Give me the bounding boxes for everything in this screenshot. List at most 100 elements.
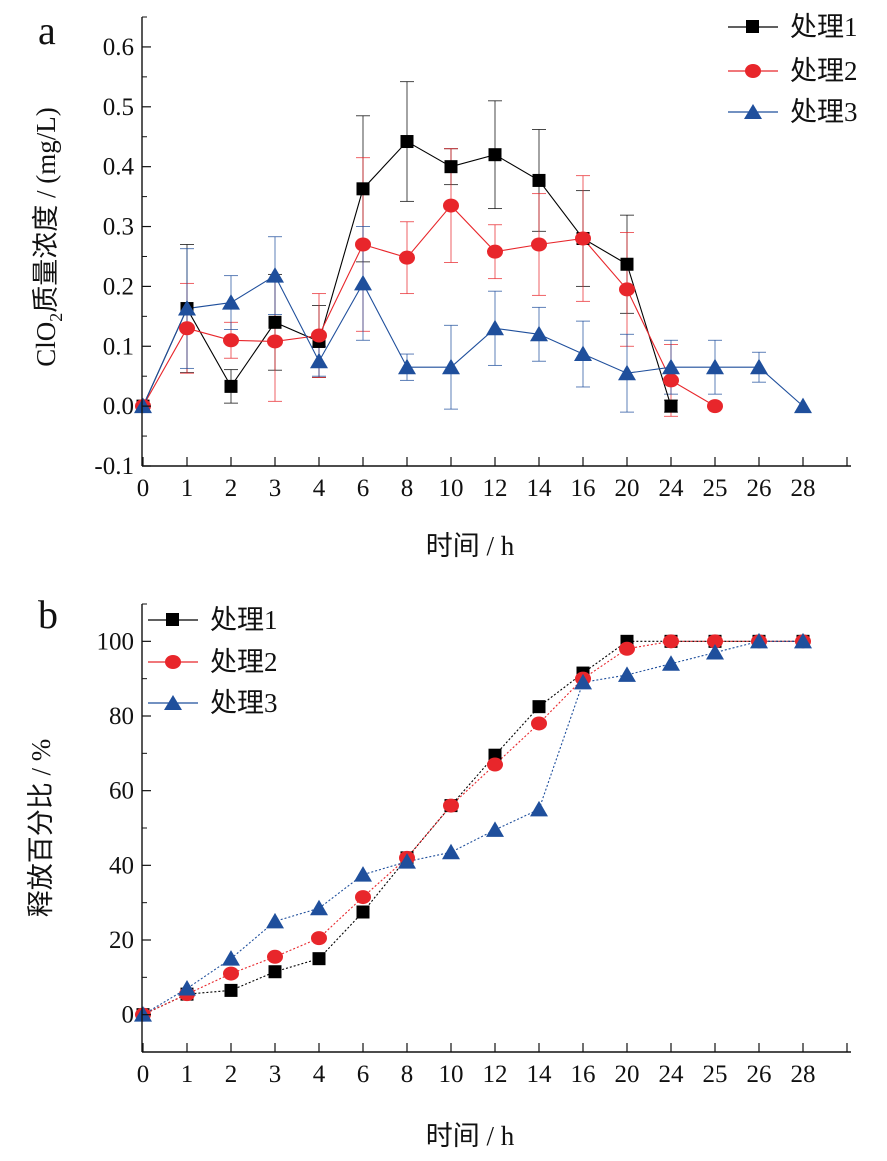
- series-3-point-a: [222, 294, 240, 310]
- series-1-point-a: [488, 148, 502, 162]
- x-tick-label-a: 8: [401, 475, 414, 502]
- panel-label-b: b: [38, 592, 58, 637]
- legend-b-marker-3: [164, 695, 182, 710]
- x-axis-title-a: 时间 / h: [426, 531, 515, 561]
- legend-a-entry-1: 处理1: [728, 12, 858, 42]
- x-tick-label-a: 6: [357, 475, 370, 502]
- series-3-point-a: [574, 345, 592, 362]
- y-tick-label-a: -0.1: [94, 453, 134, 480]
- x-tick-label-b: 25: [703, 1061, 728, 1088]
- series-2-point-b: [531, 716, 547, 731]
- series-3-point-b: [442, 843, 460, 860]
- series-3-line-a: [142, 274, 804, 407]
- series-1-point-b: [532, 700, 546, 714]
- legend-b: 处理1 处理2 处理3: [148, 605, 278, 718]
- y-tick-label-a: 0.1: [103, 333, 134, 360]
- series-3-point-b: [618, 666, 636, 682]
- series-3-point-a: [530, 325, 548, 342]
- y-axis-title-a-subscript: 2: [46, 313, 66, 322]
- x-tick-labels-b: 0 1 2 3 4 6 8 10 12 14 16 20 24 25 26 28: [137, 1061, 816, 1088]
- series-3-point-a: [706, 358, 724, 375]
- series-2-point-a: [619, 282, 635, 297]
- series-1-point-b: [224, 983, 238, 997]
- x-tick-label-b: 16: [571, 1061, 596, 1088]
- x-tick-label-b: 3: [269, 1061, 282, 1088]
- series-2-point-a: [487, 244, 503, 259]
- series-3-point-b: [354, 866, 372, 882]
- series-3-point-a: [794, 397, 812, 414]
- x-tick-label-a: 12: [483, 475, 508, 502]
- x-axis-title-b: 时间 / h: [426, 1121, 515, 1151]
- y-tick-label-a: 0.4: [103, 154, 135, 181]
- x-tick-label-a: 26: [747, 475, 772, 502]
- series-3-point-b: [706, 644, 724, 660]
- x-tick-label-a: 14: [527, 475, 553, 502]
- series-2-point-a: [355, 237, 371, 252]
- y-tick-labels-a: -0.1 0.0 0.1 0.2 0.3 0.4 0.5 0.6: [94, 34, 134, 480]
- series-3-point-a: [486, 319, 504, 336]
- series-3-point-b: [222, 950, 240, 966]
- series-3-point-a: [662, 358, 680, 375]
- series-1-point-a: [268, 315, 282, 329]
- legend-a: 处理1 处理2 处理3: [728, 12, 858, 127]
- series-1-point-a: [444, 160, 458, 174]
- series-2-point-b: [355, 890, 371, 905]
- series-3-point-b: [750, 632, 768, 649]
- x-tick-label-a: 28: [791, 475, 816, 502]
- y-tick-label-a: 0.2: [103, 273, 134, 300]
- series-1-point-a: [400, 135, 414, 149]
- series-1-point-a: [664, 399, 678, 413]
- series-2-point-a: [179, 321, 195, 336]
- series-2-point-b: [707, 634, 723, 649]
- series-3-point-a: [398, 358, 416, 375]
- series-3-point-a: [750, 358, 768, 375]
- y-axis-title-b: 释放百分比 / %: [26, 739, 56, 918]
- y-tick-label-b: 0: [122, 1002, 135, 1029]
- legend-a-label-1: 处理1: [790, 12, 858, 42]
- x-tick-label-b: 4: [313, 1061, 326, 1088]
- series-lines-b: [142, 640, 803, 1016]
- x-tick-labels-a: 0 1 2 3 4 6 8 10 12 14 16 20 24 25 26 28: [137, 475, 816, 502]
- series-3-point-b: [398, 853, 416, 869]
- x-tick-label-b: 20: [615, 1061, 640, 1088]
- series-3-point-b: [134, 1006, 152, 1022]
- y-axis-title-a-prefix: ClO: [31, 322, 61, 367]
- legend-b-marker-1: [166, 613, 179, 626]
- chart-panel-b: b 0 1 2 3 4 6 8 10 12 14 16 20 24 25 26 28 020406080100…: [26, 592, 851, 1151]
- series-3-point-b: [486, 821, 504, 837]
- series-3-point-a: [354, 274, 372, 291]
- legend-b-entry-2: 处理2: [148, 647, 278, 677]
- x-tick-label-a: 20: [615, 475, 640, 502]
- x-tick-label-a: 10: [439, 475, 464, 502]
- legend-a-entry-2: 处理2: [728, 56, 858, 86]
- x-tick-label-b: 0: [137, 1061, 150, 1088]
- series-3-point-b: [178, 980, 196, 996]
- series-2-point-a: [531, 237, 547, 252]
- series-2-point-a: [311, 328, 327, 343]
- series-1-point-b: [312, 952, 326, 966]
- series-2-point-b: [619, 641, 635, 656]
- series-2-point-b: [223, 966, 239, 981]
- series-2-point-b: [487, 757, 503, 772]
- x-tick-label-a: 2: [225, 475, 238, 502]
- legend-a-marker-3: [744, 104, 762, 119]
- y-tick-label-a: 0.0: [103, 393, 134, 420]
- series-2-point-a: [663, 373, 679, 388]
- x-tick-label-a: 1: [181, 475, 194, 502]
- x-tick-label-b: 6: [357, 1061, 370, 1088]
- series-3-point-b: [266, 912, 284, 929]
- series-3-point-a: [442, 358, 460, 375]
- series-3-point-a: [310, 352, 328, 369]
- y-tick-label-a: 0.6: [103, 34, 134, 61]
- series-2-point-a: [223, 333, 239, 348]
- x-tick-label-b: 14: [527, 1061, 553, 1088]
- y-tick-label-b: 40: [109, 852, 134, 879]
- series-3-point-a: [178, 300, 196, 316]
- series-3-point-b: [310, 899, 328, 916]
- x-tick-label-a: 24: [659, 475, 685, 502]
- series-2-point-b: [267, 949, 283, 964]
- series-2-point-a: [443, 198, 459, 213]
- series-2-line-b: [142, 640, 803, 1016]
- legend-b-label-3: 处理3: [210, 688, 278, 718]
- plot-area-b: [134, 632, 812, 1022]
